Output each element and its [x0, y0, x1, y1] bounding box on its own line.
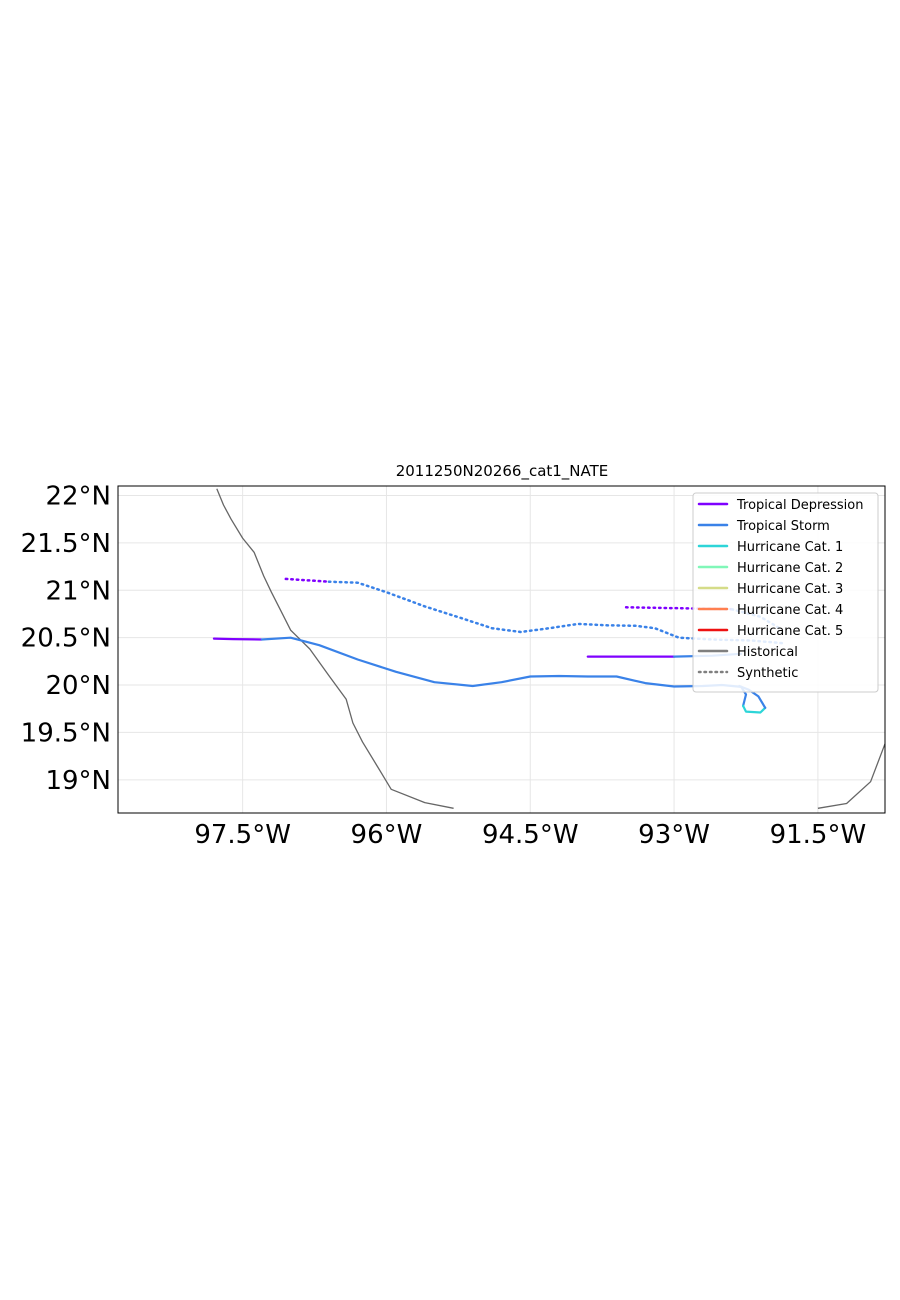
track-1-segment-1 [327, 580, 786, 645]
x-tick-labels: 97.5°W 96°W 94.5°W 93°W 91.5°W [194, 820, 866, 850]
legend-label-4: Hurricane Cat. 3 [737, 582, 843, 597]
legend-label-2: Hurricane Cat. 1 [737, 540, 843, 555]
legend: Tropical Depression Tropical Storm Hurrica… [692, 492, 879, 693]
x-tick-label-1: 96°W [351, 820, 423, 850]
y-tick-label-2: 21°N [45, 576, 111, 606]
x-tick-label-3: 93°W [638, 820, 710, 850]
y-tick-labels: 22°N 21.5°N 21°N 20.5°N 20°N 19.5°N 19°N [21, 481, 111, 795]
legend-label-8: Synthetic [737, 666, 798, 681]
y-tick-label-6: 19°N [45, 766, 111, 796]
legend-label-7: Historical [737, 645, 798, 660]
y-tick-label-1: 21.5°N [21, 529, 111, 559]
coastline-0 [216, 488, 454, 809]
legend-label-6: Hurricane Cat. 5 [737, 624, 843, 639]
legend-label-3: Hurricane Cat. 2 [737, 561, 843, 576]
chart-title: 2011250N20266_cat1_NATE [396, 462, 609, 481]
x-tick-label-2: 94.5°W [482, 820, 579, 850]
track-0-segment-2 [742, 704, 767, 714]
axes-frame [117, 485, 886, 814]
track-0-segment-1 [260, 636, 748, 707]
legend-label-0: Tropical Depression [736, 498, 863, 513]
y-tick-label-4: 20°N [45, 671, 111, 701]
y-tick-label-3: 20.5°N [21, 624, 111, 654]
track-0-segment-0 [212, 637, 263, 641]
track-1-segment-0 [284, 577, 331, 583]
x-tick-label-4: 91.5°W [770, 820, 867, 850]
legend-label-5: Hurricane Cat. 4 [737, 603, 843, 618]
coastline-1 [817, 743, 886, 809]
y-tick-label-5: 19.5°N [21, 718, 111, 748]
legend-box [692, 492, 879, 693]
legend-label-1: Tropical Storm [736, 519, 830, 534]
x-tick-label-0: 97.5°W [194, 820, 291, 850]
y-tick-label-0: 22°N [45, 481, 111, 511]
